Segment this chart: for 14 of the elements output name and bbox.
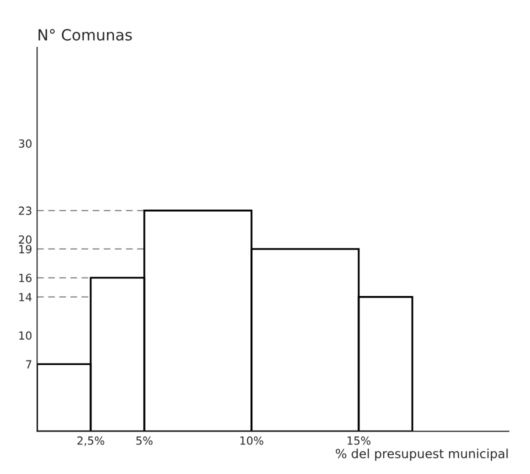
y-tick-label: 16 [19, 274, 32, 282]
y-tick-label: 10 [19, 331, 32, 340]
y-tick-label: 7 [26, 360, 32, 368]
x-axis-title: % del presupuest municipal [336, 448, 508, 461]
y-tick-label: 23 [18, 206, 32, 215]
x-tick-label: 15% [348, 436, 370, 445]
x-tick-label: 2,5% [77, 436, 104, 446]
y-tick-label: 19 [19, 244, 32, 254]
y-tick-label: 30 [18, 139, 32, 148]
x-tick-label: 10% [240, 436, 264, 445]
y-axis-title: N° Comunas [38, 29, 132, 41]
x-tick-label: 5% [136, 436, 153, 445]
y-tick-label: 14 [19, 293, 32, 302]
y-tick-label: 20 [18, 235, 32, 244]
